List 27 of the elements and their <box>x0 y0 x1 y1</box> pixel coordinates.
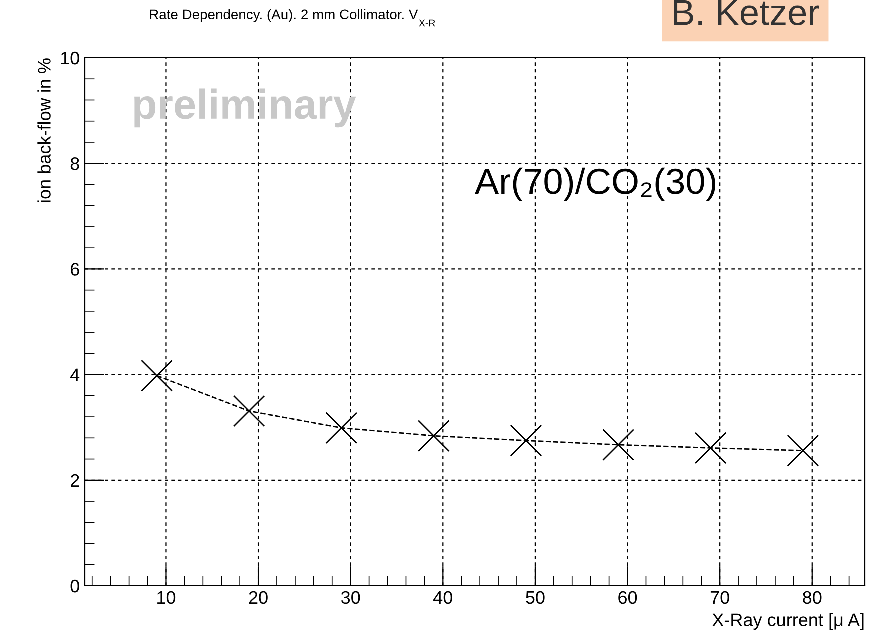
text: B. Ketzer <box>674 0 820 26</box>
point <box>418 420 450 452</box>
y-tick-label: 4 <box>70 368 80 382</box>
x-axis-title: X-Ray current [μ A] <box>712 613 864 630</box>
point <box>787 434 820 467</box>
x-tick-label: 80 <box>803 591 822 604</box>
x-tick-label: 50 <box>526 591 545 604</box>
x-tick-label: 20 <box>249 591 268 604</box>
point <box>510 424 542 457</box>
y-tick-label: 2 <box>71 474 80 487</box>
y-tick-label: 6 <box>71 263 80 276</box>
y-tick-label: 10 <box>61 52 80 65</box>
y-axis-title: ion back-flow in % <box>38 58 51 202</box>
point <box>694 432 727 464</box>
point <box>326 412 358 444</box>
x-tick-label: 40 <box>434 591 452 604</box>
annotation: Ar(70)/CO₂(30) <box>475 168 716 202</box>
annotation: preliminary <box>134 88 356 128</box>
x-tick-label: 30 <box>341 591 360 604</box>
x-tick-label: 60 <box>618 591 638 604</box>
point <box>602 429 635 461</box>
x-tick-label: 70 <box>710 591 730 604</box>
x-tick-label: 10 <box>158 591 176 604</box>
y-tick-label: 0 <box>70 580 80 593</box>
point <box>233 395 266 428</box>
y-tick-label: 8 <box>70 158 80 170</box>
point <box>141 360 173 392</box>
